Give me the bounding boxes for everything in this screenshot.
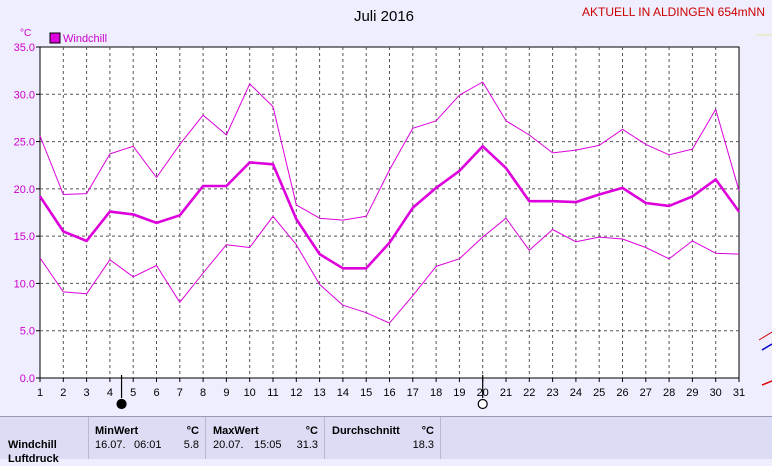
x-tick-label: 24 — [570, 387, 582, 399]
x-tick-label: 29 — [686, 387, 698, 399]
x-tick-label: 4 — [107, 387, 113, 399]
x-tick-label: 9 — [223, 387, 229, 399]
x-tick-label: 3 — [84, 387, 90, 399]
x-tick-label: 23 — [546, 387, 558, 399]
x-tick-label: 17 — [407, 387, 419, 399]
full-moon-icon — [477, 398, 488, 410]
x-tick-label: 31 — [733, 387, 745, 399]
chart-title: Juli 2016 — [354, 8, 414, 25]
x-tick-label: 15 — [360, 387, 372, 399]
stats-panel: Windchill Luftdruck MinWert °C 16.07. 06… — [0, 416, 772, 465]
y-tick-label: 5.0 — [20, 326, 35, 338]
new-moon-icon — [116, 398, 127, 410]
x-tick-label: 8 — [200, 387, 206, 399]
x-axis: 1 2 3 4 5 6 7 8 9 10 11 12 13 14 15 16 17 18 19 20 21 22 23 24 2… — [37, 378, 745, 399]
min-unit: °C — [186, 425, 199, 437]
x-tick-label: 6 — [153, 387, 159, 399]
y-tick-label: 0.0 — [20, 373, 35, 385]
x-tick-label: 19 — [453, 387, 465, 399]
x-tick-label: 30 — [710, 387, 722, 399]
stats-label-cell: Windchill Luftdruck — [0, 417, 88, 465]
grid — [40, 47, 739, 378]
x-tick-label: 27 — [640, 387, 652, 399]
avg-value: 18.3 — [412, 439, 434, 451]
x-tick-label: 22 — [523, 387, 535, 399]
y-axis-label: °C — [20, 28, 31, 39]
avg-header: Durchschnitt — [332, 425, 400, 437]
x-tick-label: 12 — [290, 387, 302, 399]
legend: Windchill — [49, 32, 107, 45]
x-tick-label: 1 — [37, 387, 43, 399]
series-line-mean — [38, 145, 741, 270]
max-header: MaxWert — [213, 425, 259, 437]
series-lines — [38, 81, 741, 324]
x-tick-label: 2 — [60, 387, 66, 399]
avg-cell: Durchschnitt °C 18.3 — [324, 417, 441, 459]
max-value: 31.3 — [296, 439, 318, 451]
y-tick-label: 30.0 — [14, 89, 35, 101]
location-label: AKTUELL IN ALDINGEN 654mNN — [582, 5, 765, 19]
y-tick-label: 35.0 — [14, 42, 35, 54]
y-tick-label: 10.0 — [14, 278, 35, 290]
x-tick-label: 18 — [430, 387, 442, 399]
min-value: 5.8 — [183, 439, 199, 451]
max-time: 15:05 — [254, 439, 282, 451]
y-tick-label: 25.0 — [14, 137, 35, 149]
stats-row-label-next: Luftdruck — [8, 453, 59, 465]
series-line-min — [39, 215, 740, 324]
x-tick-label: 14 — [337, 387, 349, 399]
series-line-max — [39, 81, 740, 221]
legend-label: Windchill — [63, 33, 107, 45]
chart: Juli 2016 AKTUELL IN ALDINGEN 654mNN 0.0… — [14, 5, 772, 410]
x-tick-label: 7 — [177, 387, 183, 399]
x-tick-label: 13 — [313, 387, 325, 399]
max-unit: °C — [305, 425, 318, 437]
avg-unit: °C — [421, 425, 434, 437]
max-date: 20.07. — [213, 439, 244, 451]
y-tick-label: 15.0 — [14, 231, 35, 243]
stats-row-label: Windchill — [8, 439, 57, 451]
x-tick-label: 25 — [593, 387, 605, 399]
legend-swatch — [49, 32, 61, 44]
right-edge-marks — [757, 34, 772, 386]
moon-markers — [116, 375, 488, 410]
min-date: 16.07. — [95, 439, 126, 451]
min-cell: MinWert °C 16.07. 06:01 5.8 — [88, 417, 205, 459]
x-tick-label: 11 — [267, 387, 278, 399]
x-tick-label: 21 — [500, 387, 512, 399]
y-tick-label: 20.0 — [14, 184, 35, 196]
x-tick-label: 16 — [383, 387, 395, 399]
x-tick-label: 28 — [663, 387, 675, 399]
max-cell: MaxWert °C 20.07. 15:05 31.3 — [205, 417, 324, 459]
min-time: 06:01 — [134, 439, 162, 451]
y-axis: 0.0 5.0 10.0 15.0 20.0 25.0 30.0 35.0 — [14, 42, 40, 385]
min-header: MinWert — [95, 425, 139, 437]
x-tick-label: 26 — [616, 387, 628, 399]
x-tick-label: 5 — [130, 387, 136, 399]
x-tick-label: 10 — [244, 387, 256, 399]
